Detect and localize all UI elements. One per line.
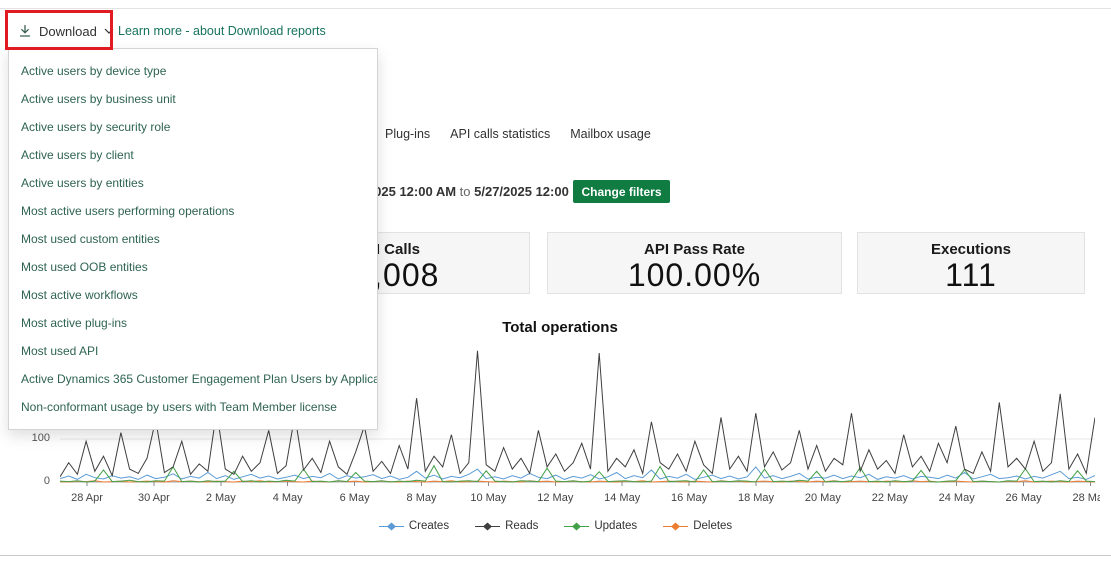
menu-item-most-used-oob-entities[interactable]: Most used OOB entities bbox=[21, 260, 148, 274]
x-tick-label: 4 May bbox=[272, 492, 303, 504]
series-line-updates bbox=[60, 464, 1095, 483]
y-tick-label: 0 bbox=[43, 475, 50, 487]
legend-label: Reads bbox=[505, 520, 539, 532]
x-tick-label: 28 May bbox=[1072, 492, 1100, 504]
x-tick-label: 18 May bbox=[737, 492, 775, 504]
tab-mailbox-usage[interactable]: Mailbox usage bbox=[570, 127, 651, 141]
x-axis-labels: 28 Apr 30 Apr 2 May 4 May 6 May 8 May 10 May 12… bbox=[0, 492, 1100, 508]
download-button[interactable]: Download bbox=[12, 16, 120, 46]
date-to: 5/27/2025 12:00 PM bbox=[474, 184, 592, 199]
metric-card-value: 111 bbox=[945, 257, 997, 293]
menu-item-most-active-plug-ins[interactable]: Most active plug-ins bbox=[21, 316, 128, 330]
metric-card-api-pass-rate: API Pass Rate 100.00% bbox=[547, 232, 842, 294]
x-tick-label: 16 May bbox=[671, 492, 708, 504]
metric-card-executions: Executions 111 bbox=[857, 232, 1085, 294]
x-tick-label: 22 May bbox=[871, 492, 908, 504]
x-tick-label: 6 May bbox=[339, 492, 370, 504]
metric-card-title: Executions bbox=[930, 241, 1012, 258]
legend-label: Deletes bbox=[693, 520, 733, 532]
x-tick-label: 2 May bbox=[205, 492, 236, 504]
bottom-divider bbox=[0, 555, 1111, 556]
download-button-label: Download bbox=[39, 23, 97, 39]
top-divider bbox=[0, 8, 1111, 9]
legend-item-updates: Updates bbox=[564, 520, 637, 532]
x-tick-label: 26 May bbox=[1005, 492, 1042, 504]
menu-item-active-users-device-type[interactable]: Active users by device type bbox=[21, 64, 167, 78]
x-tick-label: 28 Apr bbox=[71, 492, 103, 504]
menu-item-non-conformant-usage[interactable]: Non-conformant usage by users with Team … bbox=[21, 400, 337, 414]
chevron-down-icon bbox=[104, 28, 114, 34]
legend-item-creates: Creates bbox=[378, 520, 450, 532]
learn-more-link[interactable]: Learn more - about Download reports bbox=[118, 24, 326, 38]
menu-item-active-users-business-unit[interactable]: Active users by business unit bbox=[21, 92, 176, 106]
operations-chart-svg bbox=[60, 350, 1095, 486]
legend-marker-icon bbox=[475, 522, 501, 530]
legend-item-reads: Reads bbox=[475, 520, 538, 532]
legend-marker-icon bbox=[663, 522, 689, 530]
tab-plug-ins[interactable]: Plug-ins bbox=[385, 127, 431, 141]
series-line-creates bbox=[60, 466, 1095, 480]
menu-item-active-users-security-role[interactable]: Active users by security role bbox=[21, 120, 171, 134]
x-tick-label: 8 May bbox=[406, 492, 437, 504]
change-filters-button[interactable]: Change filters bbox=[573, 180, 670, 203]
x-tick-label: 24 May bbox=[938, 492, 975, 504]
menu-item-most-used-custom-entities[interactable]: Most used custom entities bbox=[21, 232, 160, 246]
menu-item-active-users-client[interactable]: Active users by client bbox=[21, 148, 134, 162]
series-line-reads bbox=[60, 350, 1095, 478]
menu-item-most-active-workflows[interactable]: Most active workflows bbox=[21, 288, 138, 302]
legend-label: Creates bbox=[408, 520, 450, 532]
legend-marker-icon bbox=[564, 522, 590, 530]
analytics-tabs: Plug-ins API calls statistics Mailbox us… bbox=[385, 127, 651, 141]
menu-item-most-active-users-operations[interactable]: Most active users performing operations bbox=[21, 204, 235, 218]
menu-item-most-used-api[interactable]: Most used API bbox=[21, 344, 99, 358]
legend-marker-icon bbox=[378, 522, 404, 530]
x-tick-label: 10 May bbox=[470, 492, 507, 504]
x-tick-label: 14 May bbox=[604, 492, 641, 504]
legend-item-deletes: Deletes bbox=[663, 520, 732, 532]
x-tick-label: 30 Apr bbox=[137, 492, 170, 504]
chart-title: Total operations bbox=[502, 319, 618, 336]
chart-legend: Creates Reads Updates Deletes bbox=[0, 520, 1111, 532]
metric-card-title: API Pass Rate bbox=[644, 241, 745, 258]
menu-item-active-users-entities[interactable]: Active users by entities bbox=[21, 176, 144, 190]
tab-api-calls-statistics[interactable]: API calls statistics bbox=[450, 127, 551, 141]
y-tick-label: 100 bbox=[31, 432, 50, 444]
date-to-word: to bbox=[456, 184, 475, 199]
x-tick-label: 12 May bbox=[537, 492, 574, 504]
menu-item-active-d365-plan-users[interactable]: Active Dynamics 365 Customer Engagement … bbox=[21, 372, 377, 386]
x-tick-label: 20 May bbox=[804, 492, 841, 504]
download-icon bbox=[18, 24, 32, 38]
legend-label: Updates bbox=[594, 520, 638, 532]
download-dropdown-menu: Active users by device type Active users… bbox=[8, 48, 378, 430]
metric-card-value: 100.00% bbox=[627, 257, 762, 293]
